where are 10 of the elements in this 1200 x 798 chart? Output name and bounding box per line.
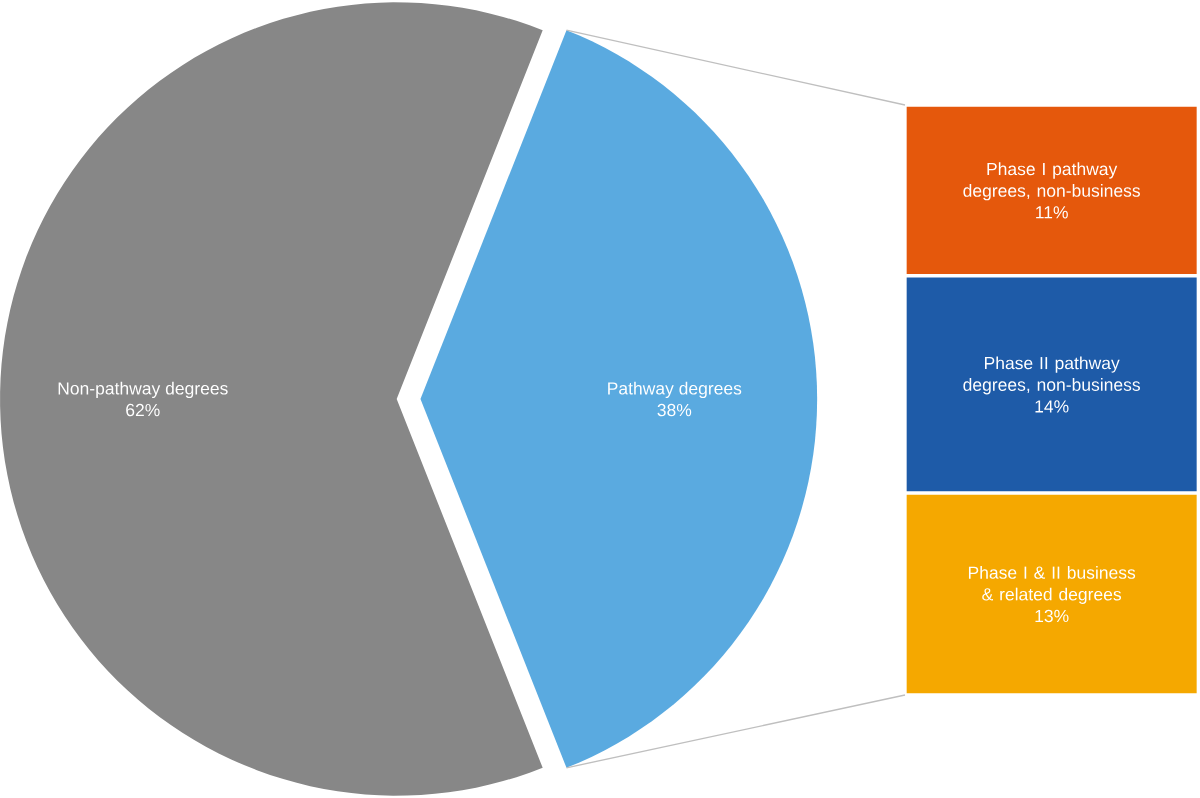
data-label: 14% (1035, 400, 1069, 413)
slice-label: Pathway degrees (608, 381, 742, 399)
series-label: Phase I & II business & related degrees (968, 565, 1136, 604)
data-label: 13% (1035, 609, 1069, 623)
data-label: 38% (657, 403, 692, 417)
series-label: Phase II pathway degrees, non-business (963, 356, 1140, 395)
slice-label: Non-pathway degrees (58, 381, 228, 399)
series-label: Phase I pathway degrees, non-business (963, 162, 1140, 201)
data-label: 62% (126, 403, 160, 417)
data-label: 11% (1036, 206, 1068, 219)
